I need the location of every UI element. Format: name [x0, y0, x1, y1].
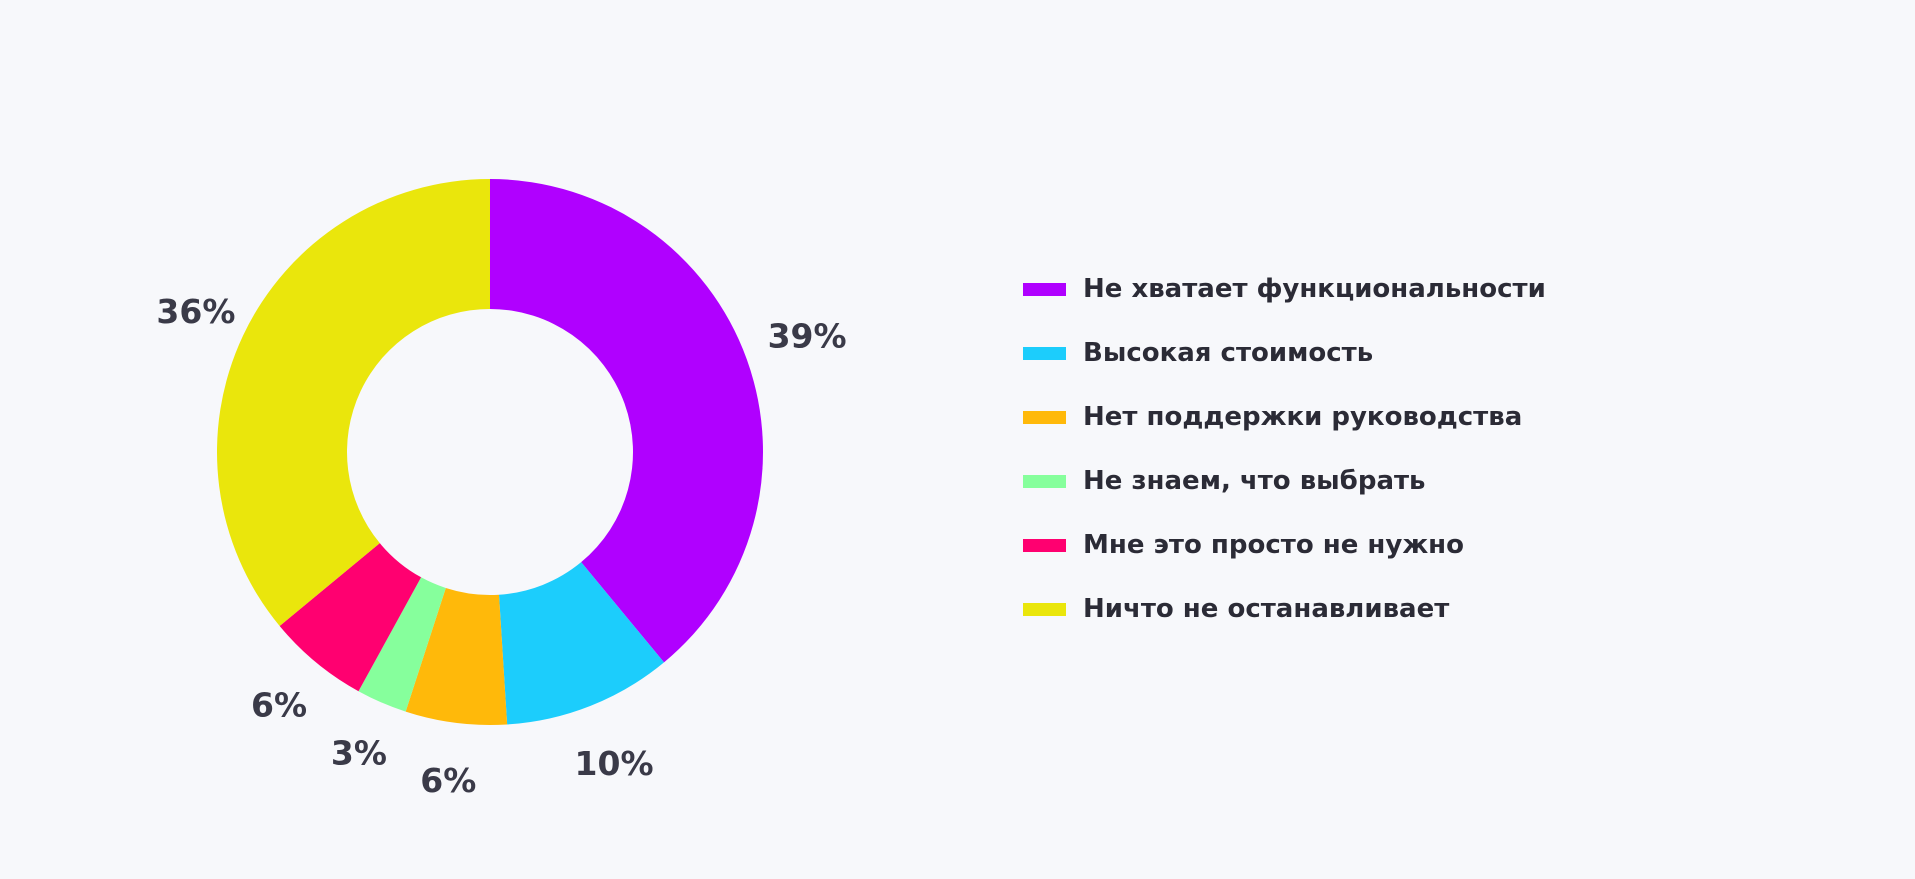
legend-swatch: [1023, 346, 1066, 360]
legend: Не хватает функциональности Высокая стоим…: [1023, 257, 1546, 641]
legend-swatch: [1023, 410, 1066, 424]
legend-swatch: [1023, 538, 1066, 552]
legend-label: Ничто не останавливает: [1083, 594, 1450, 624]
slice-label-5: 6%: [251, 686, 307, 725]
legend-label: Не знаем, что выбрать: [1083, 466, 1426, 496]
slice-label-4: 3%: [331, 733, 387, 772]
legend-item: Не хватает функциональности: [1023, 257, 1546, 321]
slice-2: [498, 562, 665, 725]
slice-label-3: 6%: [420, 761, 476, 800]
legend-item: Ничто не останавливает: [1023, 577, 1546, 641]
legend-label: Мне это просто не нужно: [1083, 530, 1465, 560]
legend-swatch: [1023, 282, 1066, 296]
donut-slices: [217, 179, 763, 725]
legend-item: Не знаем, что выбрать: [1023, 449, 1546, 513]
slice-label-6: 36%: [156, 292, 235, 331]
legend-label: Нет поддержки руководства: [1083, 402, 1523, 432]
slice-label-1: 39%: [768, 316, 847, 355]
legend-label: Высокая стоимость: [1083, 338, 1374, 368]
legend-item: Мне это просто не нужно: [1023, 513, 1546, 577]
slice-3: [405, 588, 508, 725]
legend-label: Не хватает функциональности: [1083, 274, 1546, 304]
legend-item: Высокая стоимость: [1023, 321, 1546, 385]
slice-1: [490, 179, 763, 663]
slice-labels: 39% 10% 6% 3% 6% 36%: [156, 292, 846, 800]
slice-5: [279, 543, 422, 692]
slice-6: [217, 179, 490, 627]
slice-4: [358, 577, 446, 712]
legend-item: Нет поддержки руководства: [1023, 385, 1546, 449]
legend-swatch: [1023, 474, 1066, 488]
slice-label-2: 10%: [575, 744, 654, 783]
legend-swatch: [1023, 602, 1066, 616]
